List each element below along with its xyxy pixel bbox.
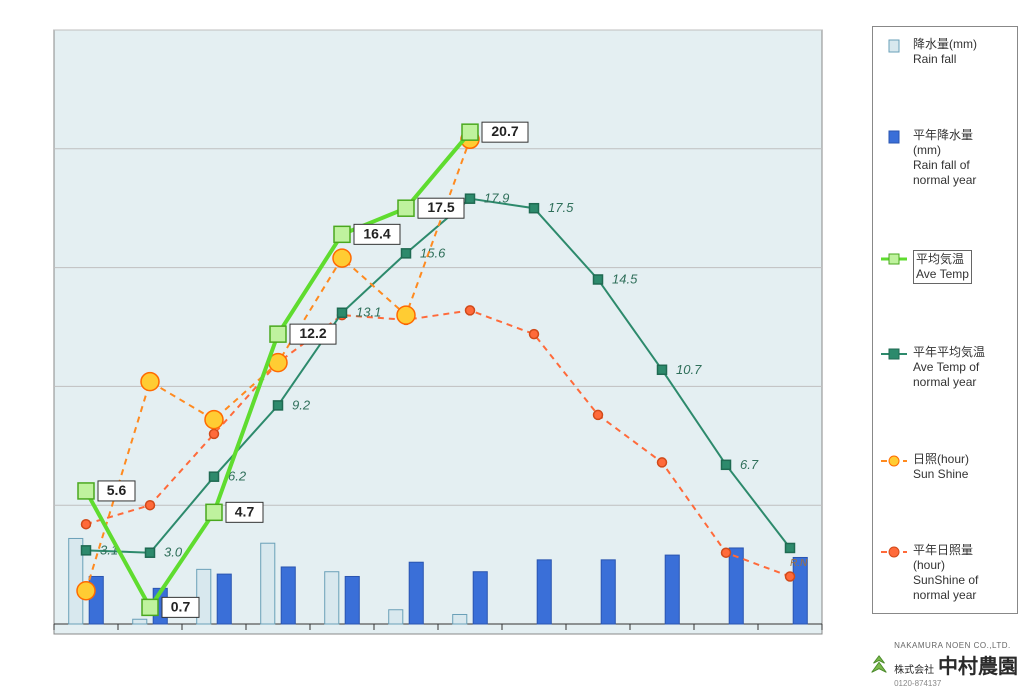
legend-item-sunshine: 日照(hour)Sun Shine — [881, 452, 1009, 482]
svg-text:6.7: 6.7 — [740, 457, 759, 472]
svg-text:3.0: 3.0 — [164, 545, 183, 560]
svg-text:10.7: 10.7 — [676, 362, 702, 377]
svg-text:0.7: 0.7 — [171, 598, 191, 614]
legend: 降水量(mm)Rain fall 平年降水量(mm)Rain fall ofnor… — [872, 26, 1018, 614]
svg-text:5.6: 5.6 — [107, 482, 127, 498]
watermark: R.N — [790, 558, 807, 569]
legend-item-rainfall_normal: 平年降水量(mm)Rain fall ofnormal year — [881, 128, 1009, 188]
legend-item-sunshine_normal: 平年日照量(hour)SunShine ofnormal year — [881, 543, 1009, 603]
legend-item-avg_temp: 平均気温Ave Temp — [881, 250, 1009, 284]
climate-chart: 3.13.06.29.213.115.617.917.514.510.76.75… — [0, 0, 1024, 690]
svg-text:17.9: 17.9 — [484, 191, 509, 206]
svg-text:4.7: 4.7 — [235, 503, 255, 519]
legend-item-rainfall: 降水量(mm)Rain fall — [881, 37, 1009, 67]
company-phone: 0120-874137 — [894, 679, 1018, 688]
company-prefix: 株式会社 — [894, 665, 934, 676]
svg-text:17.5: 17.5 — [427, 199, 454, 215]
svg-text:13.1: 13.1 — [356, 305, 381, 320]
svg-text:15.6: 15.6 — [420, 245, 446, 260]
svg-text:17.5: 17.5 — [548, 200, 574, 215]
svg-text:14.5: 14.5 — [612, 271, 638, 286]
svg-text:20.7: 20.7 — [491, 123, 518, 139]
legend-item-avg_temp_normal: 平年平均気温Ave Temp ofnormal year — [881, 345, 1009, 390]
company-logo: NAKAMURA NOEN CO.,LTD. 株式会社 中村農園 0120-87… — [868, 641, 1018, 688]
company-kana: NAKAMURA NOEN CO.,LTD. — [894, 641, 1018, 650]
company-name: 中村農園 — [938, 656, 1018, 678]
svg-text:16.4: 16.4 — [363, 225, 390, 241]
svg-text:9.2: 9.2 — [292, 397, 311, 412]
svg-text:12.2: 12.2 — [299, 325, 326, 341]
